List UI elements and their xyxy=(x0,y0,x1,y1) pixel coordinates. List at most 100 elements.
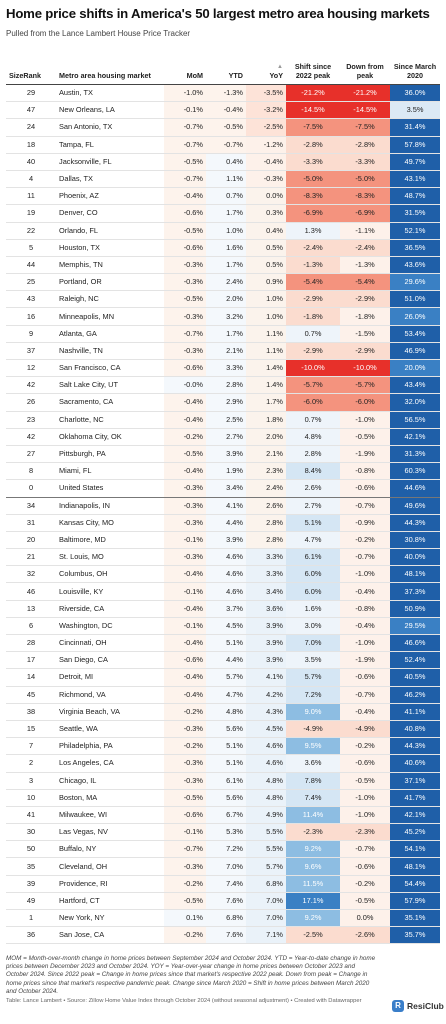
cell-mom: -0.3% xyxy=(164,479,206,498)
cell-metro: Charlotte, NC xyxy=(56,411,164,429)
cell-rank: 27 xyxy=(6,445,56,464)
table-row: 47 New Orleans, LA -0.1% -0.4% -3.2% -14.5% -1… xyxy=(6,101,440,120)
header-since[interactable]: Since March 2020 xyxy=(390,62,440,85)
footnote: MOM = Month-over-month change in home pr… xyxy=(6,955,376,995)
cell-down: -0.9% xyxy=(340,514,390,532)
cell-shift: -4.9% xyxy=(286,720,340,739)
cell-since: 48.7% xyxy=(390,187,440,206)
cell-yoy: 0.4% xyxy=(246,222,286,240)
cell-mom: -0.4% xyxy=(164,187,206,206)
cell-metro: Miami, FL xyxy=(56,462,164,481)
cell-rank: 30 xyxy=(6,823,56,842)
cell-shift: 6.0% xyxy=(286,565,340,584)
cell-down: -1.1% xyxy=(340,222,390,240)
cell-metro: Memphis, TN xyxy=(56,256,164,275)
cell-ytd: -0.5% xyxy=(206,118,246,137)
cell-ytd: 7.4% xyxy=(206,875,246,893)
cell-metro: Sacramento, CA xyxy=(56,393,164,412)
cell-yoy: 3.3% xyxy=(246,548,286,567)
cell-shift: -1.3% xyxy=(286,256,340,275)
header-metro[interactable]: Metro area housing market xyxy=(56,62,164,85)
cell-shift: -5.0% xyxy=(286,170,340,189)
cell-metro: San Francisco, CA xyxy=(56,359,164,378)
cell-ytd: 2.1% xyxy=(206,342,246,361)
cell-mom: -0.4% xyxy=(164,393,206,412)
header-mom[interactable]: MoM xyxy=(164,62,206,85)
table-row: 12 San Francisco, CA -0.6% 3.3% 1.4% -10.0% -1… xyxy=(6,359,440,378)
cell-yoy: -3.5% xyxy=(246,84,286,103)
cell-yoy: 4.1% xyxy=(246,668,286,687)
brand-logo[interactable]: R ResiClub xyxy=(392,1000,444,1012)
cell-since: 48.1% xyxy=(390,565,440,584)
cell-ytd: 3.2% xyxy=(206,307,246,326)
cell-ytd: 4.1% xyxy=(206,497,246,515)
cell-ytd: 6.1% xyxy=(206,772,246,790)
cell-ytd: 7.2% xyxy=(206,840,246,859)
cell-down: -2.3% xyxy=(340,823,390,842)
cell-yoy: 7.0% xyxy=(246,892,286,911)
header-ytd[interactable]: YTD xyxy=(206,62,246,85)
header-down[interactable]: Down from peak xyxy=(340,62,390,85)
cell-mom: -0.4% xyxy=(164,634,206,653)
header-shift[interactable]: Shift since 2022 peak xyxy=(286,62,340,85)
cell-shift: 7.8% xyxy=(286,772,340,790)
cell-rank: 10 xyxy=(6,789,56,807)
cell-mom: -0.3% xyxy=(164,857,206,876)
cell-rank: 40 xyxy=(6,153,56,171)
cell-down: -0.2% xyxy=(340,737,390,756)
cell-since: 43.6% xyxy=(390,256,440,275)
metro-table: SizeRank Metro area housing market MoM Y… xyxy=(6,62,440,945)
cell-metro: Dallas, TX xyxy=(56,170,164,189)
cell-metro: Cincinnati, OH xyxy=(56,634,164,653)
cell-since: 49.6% xyxy=(390,497,440,515)
cell-ytd: 4.8% xyxy=(206,703,246,721)
cell-ytd: 7.6% xyxy=(206,892,246,911)
cell-since: 20.0% xyxy=(390,359,440,378)
cell-down: -2.9% xyxy=(340,290,390,309)
cell-down: -1.0% xyxy=(340,634,390,653)
cell-down: 0.0% xyxy=(340,909,390,928)
header-yoy[interactable]: ▲ YoY xyxy=(246,62,286,85)
cell-mom: -0.3% xyxy=(164,256,206,275)
cell-down: -8.3% xyxy=(340,187,390,206)
cell-since: 36.0% xyxy=(390,84,440,103)
cell-since: 42.1% xyxy=(390,428,440,446)
cell-shift: 1.3% xyxy=(286,222,340,240)
table-row: 28 Cincinnati, OH -0.4% 5.1% 3.9% 7.0% -1.0% 46… xyxy=(6,634,440,653)
cell-rank: 2 xyxy=(6,754,56,773)
cell-metro: Buffalo, NY xyxy=(56,840,164,859)
cell-rank: 5 xyxy=(6,239,56,257)
cell-rank: 49 xyxy=(6,892,56,911)
cell-down: -1.0% xyxy=(340,565,390,584)
table-row: 50 Buffalo, NY -0.7% 7.2% 5.5% 9.2% -0.7% 54.1% xyxy=(6,840,440,859)
cell-yoy: -0.3% xyxy=(246,170,286,189)
cell-since: 31.5% xyxy=(390,204,440,223)
cell-rank: 37 xyxy=(6,342,56,361)
table-row: 39 Providence, RI -0.2% 7.4% 6.8% 11.5% -0.2% 5… xyxy=(6,875,440,893)
cell-ytd: 4.6% xyxy=(206,548,246,567)
cell-since: 48.1% xyxy=(390,857,440,876)
cell-ytd: 5.3% xyxy=(206,823,246,842)
cell-yoy: 4.9% xyxy=(246,806,286,825)
table-header-row: SizeRank Metro area housing market MoM Y… xyxy=(6,62,440,85)
cell-shift: 0.7% xyxy=(286,325,340,343)
cell-mom: -0.3% xyxy=(164,720,206,739)
cell-rank: 18 xyxy=(6,136,56,154)
cell-shift: 7.2% xyxy=(286,686,340,704)
cell-down: -0.7% xyxy=(340,497,390,515)
cell-mom: -0.5% xyxy=(164,789,206,807)
cell-down: -7.5% xyxy=(340,118,390,137)
cell-yoy: 4.3% xyxy=(246,703,286,721)
header-rank[interactable]: SizeRank xyxy=(6,62,56,85)
cell-down: -1.0% xyxy=(340,806,390,825)
cell-ytd: 5.1% xyxy=(206,634,246,653)
cell-shift: 3.0% xyxy=(286,617,340,636)
cell-metro: Pittsburgh, PA xyxy=(56,445,164,464)
table-row-us-total: 0 United States -0.3% 3.4% 2.4% 2.6% -0.6% 44.6… xyxy=(6,479,440,498)
cell-shift: 4.7% xyxy=(286,531,340,550)
cell-yoy: 1.1% xyxy=(246,325,286,343)
cell-since: 60.3% xyxy=(390,462,440,481)
cell-rank: 6 xyxy=(6,617,56,636)
cell-rank: 19 xyxy=(6,204,56,223)
cell-down: -0.6% xyxy=(340,754,390,773)
